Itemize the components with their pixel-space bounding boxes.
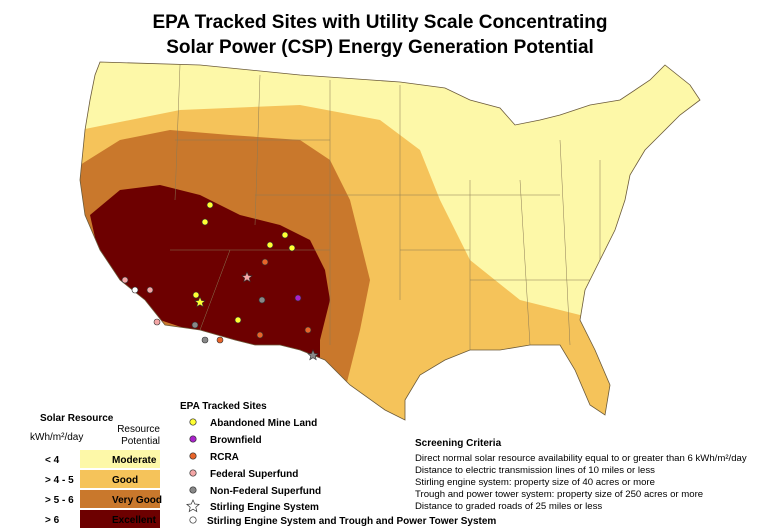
range-label: > 6 bbox=[45, 515, 60, 526]
solar-legend-unit: kWh/m²/day bbox=[30, 432, 83, 443]
site-type: Brownfield bbox=[210, 435, 262, 446]
range-label: < 4 bbox=[45, 455, 60, 466]
site bbox=[153, 318, 161, 326]
site-type: RCRA bbox=[210, 452, 239, 463]
legend-swatch bbox=[80, 510, 160, 528]
sites-legend-title: EPA Tracked Sites bbox=[180, 401, 267, 412]
site bbox=[131, 286, 139, 294]
site bbox=[216, 336, 224, 344]
screening-line: Direct normal solar resource availabilit… bbox=[415, 453, 747, 464]
screening-line: Distance to electric transmission lines … bbox=[415, 465, 655, 476]
site-type: Non-Federal Superfund bbox=[210, 486, 321, 497]
site bbox=[304, 326, 312, 334]
site bbox=[206, 201, 214, 209]
site-type: Stirling Engine System bbox=[210, 502, 319, 513]
legend-icon bbox=[189, 452, 197, 460]
site bbox=[288, 244, 296, 252]
us-outline bbox=[79, 61, 701, 421]
site-markers bbox=[121, 201, 319, 361]
class-label: Good bbox=[112, 475, 138, 486]
legend-icon bbox=[189, 418, 197, 426]
sites-legend-icons bbox=[186, 418, 200, 524]
site bbox=[201, 218, 209, 226]
potential-header: Resource bbox=[117, 424, 160, 435]
potential-header: Potential bbox=[121, 436, 160, 447]
legend-icon bbox=[189, 469, 197, 477]
site bbox=[146, 286, 154, 294]
range-label: > 5 - 6 bbox=[45, 495, 74, 506]
site bbox=[234, 316, 242, 324]
site-star bbox=[194, 296, 206, 308]
site bbox=[258, 296, 266, 304]
legend-icon bbox=[189, 516, 197, 524]
site-star bbox=[241, 271, 253, 283]
site bbox=[261, 258, 269, 266]
legend-icon bbox=[189, 435, 197, 443]
class-label: Very Good bbox=[112, 495, 162, 506]
site bbox=[192, 291, 200, 299]
site bbox=[294, 294, 302, 302]
screening-title: Screening Criteria bbox=[415, 438, 502, 449]
site bbox=[256, 331, 264, 339]
legend-swatch bbox=[80, 450, 160, 468]
site-type: Stirling Engine System and Trough and Po… bbox=[207, 516, 496, 527]
site-type: Federal Superfund bbox=[210, 469, 298, 480]
screening-line: Stirling engine system: property size of… bbox=[415, 477, 655, 488]
site bbox=[191, 321, 199, 329]
screening-line: Trough and power tower system: property … bbox=[415, 489, 703, 500]
class-label: Moderate bbox=[112, 455, 157, 466]
legend-icon bbox=[189, 486, 197, 494]
site bbox=[121, 276, 129, 284]
site-star bbox=[307, 349, 319, 361]
title-line: EPA Tracked Sites with Utility Scale Con… bbox=[152, 12, 607, 33]
solar-zones bbox=[80, 62, 700, 420]
solar-legend-title: Solar Resource bbox=[40, 413, 114, 424]
legend-swatch bbox=[80, 470, 160, 488]
site bbox=[201, 336, 209, 344]
legend-icon bbox=[186, 499, 200, 513]
screening-line: Distance to graded roads of 25 miles or … bbox=[415, 501, 602, 512]
class-label: Excellent bbox=[112, 515, 157, 526]
title-line: Solar Power (CSP) Energy Generation Pote… bbox=[166, 37, 594, 58]
site bbox=[281, 231, 289, 239]
range-label: > 4 - 5 bbox=[45, 475, 74, 486]
site bbox=[266, 241, 274, 249]
legend-swatch bbox=[80, 490, 160, 508]
zone-excellent bbox=[90, 185, 330, 385]
site-type: Abandoned Mine Land bbox=[210, 418, 317, 429]
